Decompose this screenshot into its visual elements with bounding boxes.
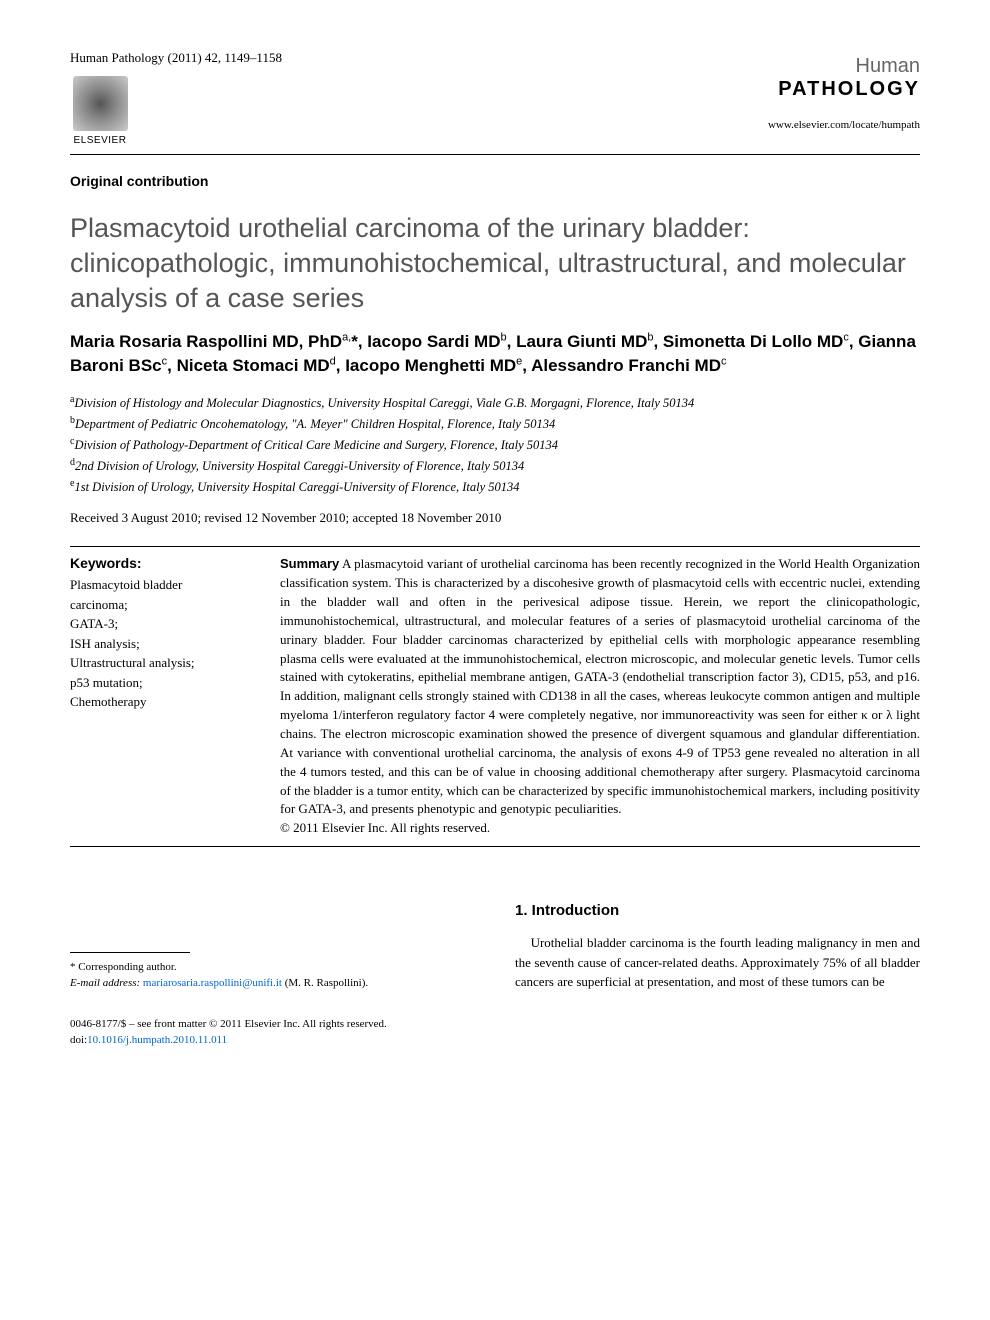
- summary-copyright: © 2011 Elsevier Inc. All rights reserved…: [280, 819, 920, 838]
- summary-top-divider: [70, 546, 920, 547]
- affiliation-item: e1st Division of Urology, University Hos…: [70, 476, 920, 497]
- header-divider: [70, 154, 920, 155]
- journal-url[interactable]: www.elsevier.com/locate/humpath: [768, 119, 920, 131]
- doi-prefix: doi:: [70, 1034, 87, 1046]
- publisher-name: ELSEVIER: [74, 135, 127, 146]
- right-column: 1. Introduction Urothelial bladder carci…: [515, 902, 920, 992]
- affiliation-item: bDepartment of Pediatric Oncohematology,…: [70, 413, 920, 434]
- keywords-column: Keywords: Plasmacytoid bladder carcinoma…: [70, 555, 250, 838]
- summary-keywords-row: Keywords: Plasmacytoid bladder carcinoma…: [70, 555, 920, 838]
- article-title: Plasmacytoid urothelial carcinoma of the…: [70, 211, 920, 316]
- article-type: Original contribution: [70, 173, 920, 189]
- summary-bottom-divider: [70, 846, 920, 847]
- affiliations-list: aDivision of Histology and Molecular Dia…: [70, 392, 920, 497]
- issn-line: 0046-8177/$ – see front matter © 2011 El…: [70, 1016, 920, 1033]
- journal-title-line1: Human: [768, 55, 920, 78]
- keywords-heading: Keywords:: [70, 555, 250, 571]
- introduction-paragraph: Urothelial bladder carcinoma is the four…: [515, 933, 920, 992]
- two-column-body: * Corresponding author. E-mail address: …: [70, 902, 920, 992]
- doi-line: doi:10.1016/j.humpath.2010.11.011: [70, 1032, 920, 1049]
- email-link[interactable]: mariarosaria.raspollini@unifi.it: [143, 977, 282, 989]
- summary-heading: Summary: [280, 556, 339, 571]
- header-left: Human Pathology (2011) 42, 1149–1158 ELS…: [70, 50, 282, 146]
- elsevier-logo: ELSEVIER: [70, 76, 130, 146]
- publisher-logo-block: ELSEVIER: [70, 76, 282, 146]
- journal-block: Human PATHOLOGY www.elsevier.com/locate/…: [768, 55, 920, 131]
- affiliation-item: d2nd Division of Urology, University Hos…: [70, 455, 920, 476]
- keywords-list: Plasmacytoid bladder carcinoma; GATA-3; …: [70, 575, 250, 712]
- email-footnote: E-mail address: mariarosaria.raspollini@…: [70, 975, 475, 992]
- citation: Human Pathology (2011) 42, 1149–1158: [70, 50, 282, 66]
- page-header: Human Pathology (2011) 42, 1149–1158 ELS…: [70, 50, 920, 146]
- doi-link[interactable]: 10.1016/j.humpath.2010.11.011: [87, 1034, 227, 1046]
- email-attribution: (M. R. Raspollini).: [282, 977, 368, 989]
- summary-text: A plasmacytoid variant of urothelial car…: [280, 556, 920, 816]
- elsevier-tree-icon: [73, 76, 128, 131]
- email-label: E-mail address:: [70, 977, 143, 989]
- affiliation-item: aDivision of Histology and Molecular Dia…: [70, 392, 920, 413]
- corresponding-author-note: * Corresponding author.: [70, 959, 475, 976]
- left-column: * Corresponding author. E-mail address: …: [70, 902, 475, 992]
- introduction-heading: 1. Introduction: [515, 902, 920, 919]
- footnote-divider: [70, 952, 190, 953]
- affiliation-item: cDivision of Pathology-Department of Cri…: [70, 434, 920, 455]
- page-footer: 0046-8177/$ – see front matter © 2011 El…: [70, 1016, 920, 1049]
- summary-column: Summary A plasmacytoid variant of urothe…: [280, 555, 920, 838]
- authors-list: Maria Rosaria Raspollini MD, PhDa,*, Iac…: [70, 330, 920, 378]
- journal-title-line2: PATHOLOGY: [768, 78, 920, 101]
- article-dates: Received 3 August 2010; revised 12 Novem…: [70, 510, 920, 526]
